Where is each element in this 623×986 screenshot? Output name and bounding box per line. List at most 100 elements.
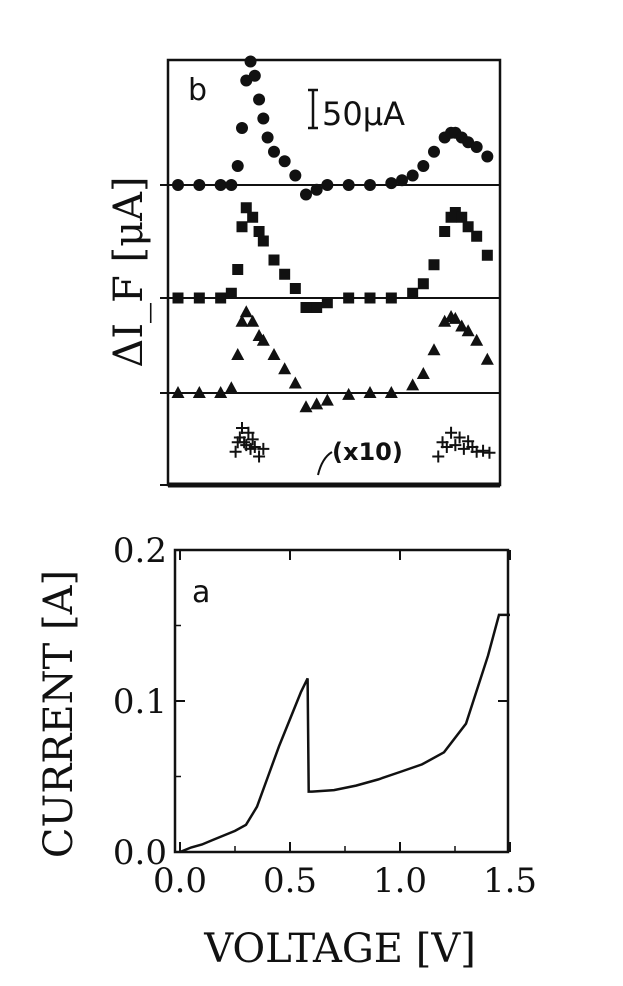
point-square <box>279 268 291 280</box>
panel-b: b 50μA (x10) ΔI_F [μA] <box>106 55 502 488</box>
point-plus <box>449 439 462 452</box>
point-plus <box>440 441 453 453</box>
point-plus <box>483 446 496 459</box>
point-triangle <box>239 305 253 318</box>
point-square <box>428 259 440 271</box>
point-square <box>215 292 227 304</box>
point-triangle <box>455 319 469 332</box>
point-plus <box>457 442 470 455</box>
panel-a-letter: a <box>192 575 210 610</box>
point-circle <box>385 177 398 190</box>
point-circle <box>481 150 494 163</box>
point-circle <box>172 179 184 191</box>
point-square <box>268 254 280 266</box>
panel-a-ytick-label: 0.2 <box>113 531 167 571</box>
point-triangle <box>192 386 206 398</box>
point-square <box>257 235 269 247</box>
point-triangle <box>299 400 313 413</box>
panel-a-ytick-label: 0.1 <box>113 682 167 722</box>
point-triangle <box>363 386 377 398</box>
point-plus <box>246 433 259 446</box>
point-circle <box>417 160 430 172</box>
point-plus <box>229 445 242 458</box>
point-square <box>253 226 265 237</box>
point-circle <box>214 179 227 191</box>
point-square <box>364 292 376 304</box>
point-circle <box>310 183 323 196</box>
point-plus <box>242 426 255 439</box>
point-circle <box>193 179 206 191</box>
point-plus <box>477 444 490 457</box>
point-triangle <box>246 314 260 327</box>
panel-a-xlabel: VOLTAGE [V] <box>203 926 476 972</box>
point-square <box>407 287 419 299</box>
point-circle <box>342 179 355 191</box>
point-plus <box>453 431 466 444</box>
point-square <box>240 202 252 214</box>
point-square <box>311 302 323 313</box>
point-circle <box>428 145 440 158</box>
point-circle <box>244 55 257 68</box>
point-circle <box>253 93 266 106</box>
point-square <box>289 283 301 294</box>
panel-a-ticks: 0.0 0.5 1.0 1.5 0.0 0.1 0.2 <box>113 531 537 901</box>
panel-b-ticks <box>160 184 168 486</box>
point-square <box>343 292 355 304</box>
point-triangle <box>416 367 430 379</box>
panel-b-letter: b <box>188 73 207 108</box>
point-circle <box>470 141 483 153</box>
scale-bar: 50μA <box>308 88 405 133</box>
current-voltage-curve <box>179 613 510 854</box>
panel-a-xtick-label: 1.0 <box>373 861 427 901</box>
point-square <box>225 287 237 299</box>
panel-a-xtick-label: 1.5 <box>483 861 537 901</box>
point-circle <box>261 131 274 144</box>
point-triangle <box>438 314 452 327</box>
point-triangle <box>288 376 302 389</box>
point-circle <box>406 169 419 182</box>
point-square <box>481 249 493 261</box>
point-triangle <box>470 333 484 346</box>
point-triangle <box>278 362 292 375</box>
panel-b-points <box>171 55 496 463</box>
point-circle <box>289 169 302 182</box>
point-circle <box>257 112 270 125</box>
panel-a-frame <box>173 548 510 854</box>
point-plus <box>248 441 261 453</box>
point-triangle <box>224 381 238 394</box>
point-triangle <box>461 324 475 337</box>
point-circle <box>396 174 408 187</box>
point-circle <box>231 160 244 172</box>
panel-a-xtick-label: 0.5 <box>263 861 317 901</box>
point-circle <box>268 145 280 158</box>
point-square <box>417 278 429 290</box>
panel-a-ylabel: CURRENT [A] <box>36 570 82 858</box>
point-plus <box>445 426 458 439</box>
point-triangle <box>342 387 356 400</box>
panel-b-ylabel: ΔI_F [μA] <box>106 176 152 367</box>
panel-a-ytick-label: 0.0 <box>113 833 167 873</box>
point-circle <box>248 69 261 82</box>
panel-a: a 0.0 0.5 1.0 1.5 0.0 0.1 0.2 VOLTAGE [V] CURR… <box>36 531 537 972</box>
x10-annotation: (x10) <box>332 438 403 466</box>
point-square <box>456 211 468 223</box>
point-triangle <box>267 348 281 360</box>
point-triangle <box>480 352 494 365</box>
point-plus <box>257 442 270 455</box>
point-triangle <box>256 333 270 346</box>
point-triangle <box>231 348 245 360</box>
point-triangle <box>406 378 420 391</box>
point-circle <box>300 188 312 201</box>
point-square <box>300 302 312 313</box>
point-square <box>462 221 474 233</box>
point-plus <box>432 450 445 463</box>
point-square <box>471 230 483 242</box>
point-circle <box>321 179 334 191</box>
point-square <box>439 226 451 237</box>
point-triangle <box>214 386 228 398</box>
point-triangle <box>384 386 398 398</box>
point-circle <box>225 179 238 191</box>
point-plus <box>238 436 251 449</box>
point-square <box>247 211 259 223</box>
